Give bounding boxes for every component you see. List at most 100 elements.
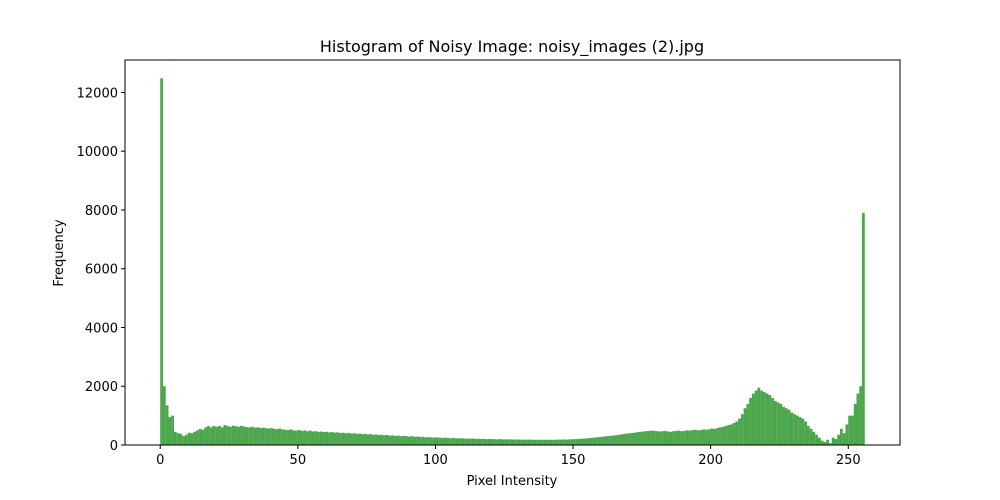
bar — [696, 430, 700, 445]
bar — [297, 430, 301, 445]
bar — [383, 435, 386, 445]
bar — [509, 439, 513, 445]
bar — [482, 438, 485, 445]
bar — [650, 430, 653, 445]
bar — [218, 425, 221, 445]
bar — [688, 430, 692, 445]
bar — [853, 403, 857, 445]
bar — [314, 431, 318, 445]
bar — [358, 433, 362, 445]
bar — [440, 437, 444, 445]
bar — [699, 430, 703, 445]
bar — [837, 434, 841, 445]
bar — [168, 417, 172, 445]
bar — [820, 440, 824, 445]
bar — [173, 431, 177, 445]
bar — [573, 439, 576, 445]
bar — [308, 430, 312, 445]
bar — [669, 431, 673, 445]
bar — [201, 429, 205, 445]
bar — [515, 439, 519, 445]
bar — [311, 431, 315, 445]
bar — [212, 425, 216, 445]
bar — [862, 212, 865, 445]
bar — [798, 417, 802, 445]
bar — [652, 430, 656, 445]
bar — [432, 437, 436, 445]
x-tick-label: 50 — [290, 453, 307, 468]
bar — [187, 432, 191, 445]
bar — [385, 435, 389, 445]
bar — [451, 437, 455, 445]
bar — [273, 428, 276, 445]
plot-frame — [124, 59, 901, 446]
bar — [801, 418, 805, 445]
x-tick-label: 100 — [423, 453, 448, 468]
bar — [740, 414, 744, 445]
bar — [465, 438, 469, 445]
bar — [435, 437, 439, 445]
x-tick-label: 200 — [698, 453, 723, 468]
bar — [773, 400, 777, 445]
y-tick-label: 0 — [110, 439, 118, 454]
bar — [281, 429, 285, 445]
bar — [380, 434, 384, 445]
bar — [339, 432, 342, 445]
bar — [817, 437, 821, 445]
bar — [564, 439, 568, 445]
bar — [608, 435, 612, 445]
bar — [834, 439, 838, 445]
y-tick-label: 6000 — [85, 263, 118, 278]
bar — [369, 434, 373, 445]
bar — [361, 434, 364, 445]
bar — [559, 439, 563, 445]
bar — [350, 433, 353, 445]
bar — [779, 403, 783, 445]
bar — [193, 431, 197, 445]
bar — [809, 428, 813, 445]
bar — [300, 430, 304, 445]
bar — [666, 431, 670, 445]
bar — [625, 433, 629, 445]
bar — [683, 430, 686, 445]
bar — [578, 438, 582, 445]
bar — [245, 427, 249, 445]
bar — [363, 433, 367, 445]
bar — [198, 428, 202, 445]
bar — [438, 437, 441, 445]
bar — [223, 425, 227, 445]
bar — [658, 431, 662, 445]
y-axis-label: Frequency — [52, 219, 67, 286]
bar — [303, 430, 307, 445]
bar — [399, 436, 403, 445]
bar — [567, 439, 571, 445]
bar — [366, 434, 370, 445]
bar — [295, 430, 298, 445]
bar — [718, 427, 722, 445]
bar — [336, 432, 340, 445]
bar — [540, 439, 543, 445]
bar — [859, 386, 863, 445]
bar — [556, 439, 560, 445]
bar — [812, 431, 816, 445]
bar — [606, 436, 609, 445]
bar — [165, 405, 169, 445]
bar — [619, 434, 623, 445]
bar — [727, 425, 730, 445]
bar — [388, 435, 392, 445]
bar — [454, 438, 458, 445]
bar — [226, 425, 230, 445]
bar — [278, 428, 282, 445]
bar — [402, 435, 406, 445]
bar — [570, 439, 574, 445]
bar — [765, 393, 769, 445]
bar — [416, 436, 419, 445]
bar — [633, 432, 637, 445]
bar — [471, 438, 474, 445]
bar — [784, 408, 788, 445]
bar — [248, 427, 252, 445]
bar — [848, 415, 852, 445]
bar — [446, 437, 450, 445]
bar — [355, 433, 359, 445]
